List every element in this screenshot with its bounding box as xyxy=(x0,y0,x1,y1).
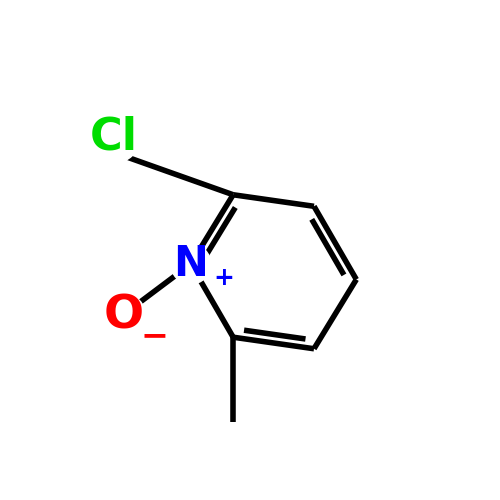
Text: N: N xyxy=(174,243,208,285)
Text: O: O xyxy=(104,294,144,339)
Circle shape xyxy=(88,111,140,163)
Circle shape xyxy=(214,268,233,287)
Text: −: − xyxy=(140,319,168,352)
Text: Cl: Cl xyxy=(90,116,138,158)
Circle shape xyxy=(101,294,146,339)
Circle shape xyxy=(171,244,211,284)
Text: +: + xyxy=(213,266,234,289)
Circle shape xyxy=(144,326,164,345)
